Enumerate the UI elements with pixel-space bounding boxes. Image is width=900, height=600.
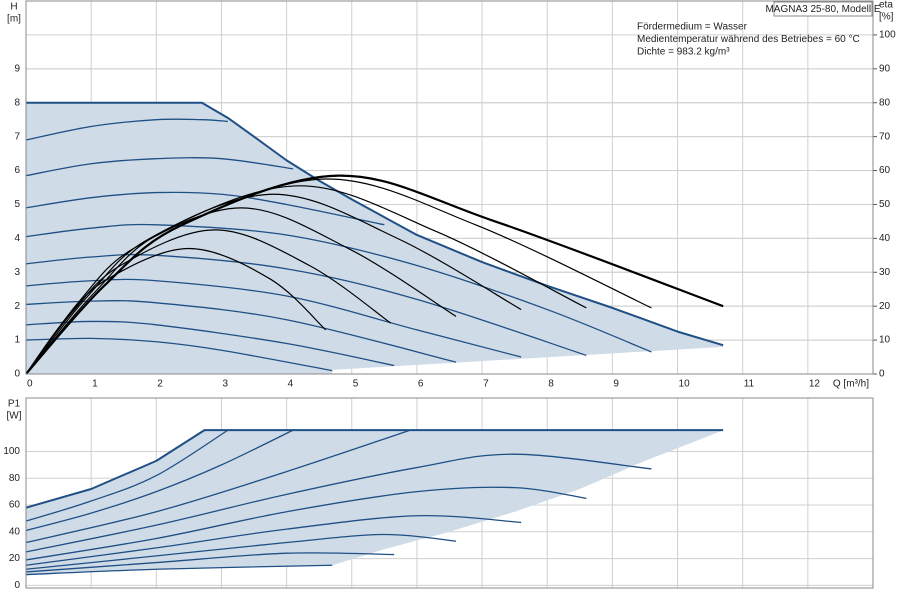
y-tick-label: 8 [14,97,20,108]
x-axis-label: Q [m³/h] [833,379,869,390]
performance-curve [25,486,587,561]
performance-curve [25,552,395,573]
y2-axis-label: eta [879,0,893,11]
x-tick-label: 10 [679,379,691,390]
y2-axis-unit: [%] [879,12,894,23]
y-tick-label: 0 [14,369,20,380]
y2-tick-label: 0 [879,369,885,380]
performance-curve [25,118,229,141]
note: Dichte = 983.2 kg/m³ [637,47,730,58]
performance-curve [25,223,652,353]
performance-curve [25,429,294,532]
operating-area [26,430,724,575]
plot-frame [25,0,874,375]
y2-tick-label: 40 [879,233,891,244]
y-tick-label: 20 [9,553,21,564]
x-tick-label: 3 [222,379,228,390]
y2-tick-label: 10 [879,335,891,346]
y2-tick-label: 20 [879,301,891,312]
y2-tick-label: 50 [879,199,891,210]
performance-curve [25,320,395,367]
performance-curve [25,253,587,356]
note: Medientemperatur während des Betriebes =… [637,34,860,45]
performance-curve [25,514,522,566]
x-tick-label: 7 [483,379,489,390]
x-tick-label: 6 [418,379,424,390]
x-tick-label: 0 [27,379,33,390]
y-tick-label: 7 [14,131,20,142]
performance-curve [25,453,652,553]
y2-tick-label: 70 [879,131,891,142]
operating-area [26,102,724,375]
y-tick-label: 5 [14,199,20,210]
y2-tick-label: 80 [879,97,891,108]
y2-tick-label: 100 [879,30,896,41]
y-tick-label: 9 [14,63,20,74]
y2-tick-label: 30 [879,267,891,278]
y-axis-label: P1 [8,399,21,410]
y-axis-label: H [10,2,17,13]
y-tick-label: 1 [14,335,20,346]
y-tick-label: 4 [14,233,20,244]
y-tick-label: 0 [14,580,20,591]
y-tick-label: 40 [9,526,21,537]
performance-curve [25,564,333,576]
x-tick-label: 11 [744,379,755,390]
model-label: MAGNA3 25-80, Modell E [765,4,880,15]
x-tick-label: 1 [92,379,98,390]
y-tick-label: 3 [14,267,20,278]
y2-tick-label: 90 [879,63,891,74]
performance-curve [25,429,724,509]
performance-curve [25,337,333,372]
x-tick-label: 9 [613,379,619,390]
performance-curve [25,191,385,226]
y-tick-label: 2 [14,301,20,312]
y-tick-label: 6 [14,165,20,176]
model-box [773,1,873,17]
y2-tick-label: 60 [879,165,891,176]
performance-curve [25,157,294,177]
x-tick-label: 8 [548,379,554,390]
x-tick-label: 2 [157,379,163,390]
efficiency-curve [25,229,392,375]
efficiency-curve [25,174,724,375]
y-axis-unit: [W] [7,411,22,422]
performance-curve [25,533,457,570]
note: Fördermedium = Wasser [637,22,748,33]
performance-curve [26,101,724,347]
x-tick-label: 5 [353,379,359,390]
y-axis-unit: [m] [7,14,21,25]
y-tick-label: 60 [9,500,21,511]
performance-curve [25,278,522,358]
x-tick-label: 4 [288,379,294,390]
performance-curve [25,429,229,522]
y-tick-label: 100 [3,446,20,457]
plot-frame [25,397,874,589]
x-tick-label: 12 [809,379,821,390]
performance-curve [25,429,411,544]
efficiency-curve [25,193,522,375]
y-tick-label: 80 [9,473,21,484]
